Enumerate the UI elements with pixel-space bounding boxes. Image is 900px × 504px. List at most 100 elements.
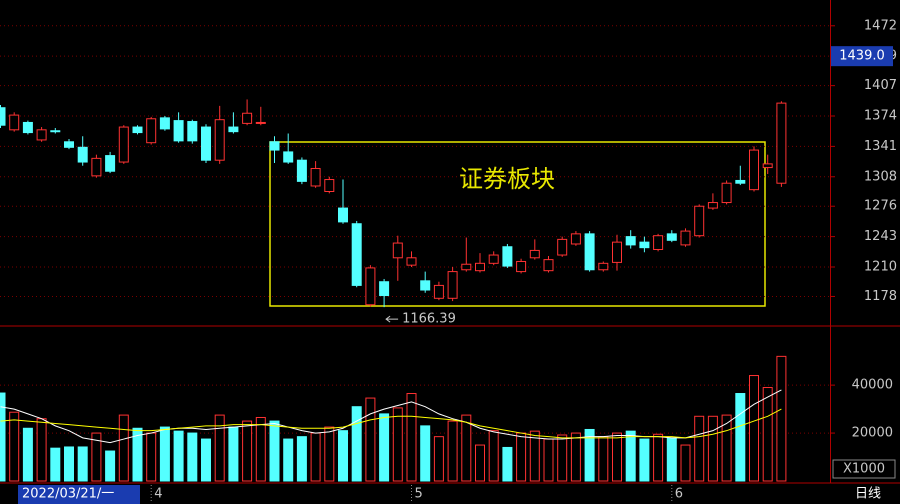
low-label: 1166.39 [402,312,456,327]
volume-bar [310,432,321,482]
volume-bar [255,416,266,482]
volume-bar [64,446,74,482]
candle-body [0,107,6,126]
candle-body [77,146,88,163]
candle-body [173,120,184,142]
candle-body [105,155,116,172]
candle-body [50,130,61,133]
volume-bar [105,450,116,482]
volume-bar [91,432,102,482]
volume-bar [50,447,61,482]
y-tick-label: 1374 [864,109,897,124]
y-tick-label: 1178 [864,289,897,304]
candle-body [612,241,622,263]
volume-bar [392,407,403,482]
volume-bar [502,446,513,482]
volume-bar [324,426,335,482]
volume-bar [584,428,595,482]
volume-bar [0,392,6,482]
y-tick-label: 1505 [864,0,897,3]
volume-bar [735,393,746,482]
candle-body [598,262,609,271]
volume-bar [269,420,280,482]
x-tick-label: 4 [154,487,162,502]
highlight-box [269,141,766,307]
volume-bar [420,425,431,482]
date-cursor-box [18,485,140,504]
candle-body [91,157,102,177]
date-cursor: 2022/03/21/一 [22,487,114,502]
candle-body [324,179,335,193]
candle-body [570,233,581,245]
volume-bar [666,437,677,482]
moving-average [0,408,782,439]
volume-bar [488,430,499,482]
candle-body [201,126,211,161]
candle-body [557,238,568,256]
candle-body [379,281,390,297]
volume-bar [680,444,691,482]
volume-bar [338,430,348,482]
volume-bar [776,355,787,482]
volume-bar [653,433,664,482]
candle-body [338,207,348,223]
volume-bar [296,436,307,482]
current-price: 1439.0 [839,49,885,64]
volume-bar [36,418,47,482]
y-tick-label: 1472 [864,18,897,33]
candle-body [666,233,677,241]
candle-body [351,223,362,286]
candle-body [639,241,650,249]
candle-body [653,235,664,251]
y-tick-label: 1407 [864,78,897,93]
volume-bar [461,414,472,482]
candle-body [118,126,129,163]
x-tick-label: 5 [415,487,423,502]
candle-body [365,267,376,306]
candle-body [159,117,170,130]
y-tick-label: 1276 [864,199,897,214]
candle-body [9,114,20,131]
volume-bar [543,438,554,482]
volume-bar [529,430,540,482]
candle-body [529,249,540,259]
candle-body [296,159,307,182]
unit-label: X1000 [843,462,885,477]
candle-body [447,271,458,299]
candle-body [228,126,239,133]
y-tick-label: 1341 [864,139,897,154]
y-tick-label: 20000 [852,426,893,441]
candle-body [269,141,280,151]
volume-bar [612,432,622,482]
volume-bar [694,415,705,482]
candle-body [283,151,294,163]
unit-box [832,459,896,479]
candle-body [132,126,143,134]
volume-bar [146,432,157,482]
candle-body [187,121,198,142]
volume-bar [283,438,294,482]
candle-body [310,167,321,187]
volume-bar [187,432,198,482]
candle-body [721,182,732,204]
volume-bar [570,432,581,482]
volume-bar [201,438,211,482]
volume-bar [639,438,650,482]
candle-body [242,112,253,124]
period[interactable]: 日线 [855,487,881,502]
annotation: 证券板块 [459,165,555,193]
candle-body [749,149,759,191]
candle-body [762,163,773,169]
volume-bar [749,375,759,482]
current-price-box [831,46,893,67]
y-tick-label: 40000 [852,378,893,393]
volume-bar [77,446,88,482]
volume-bar [365,397,376,482]
volume-bar [516,432,527,482]
volume-bar [228,426,239,482]
volume-bar [22,427,33,482]
candle-body [516,260,527,273]
candle-body [36,129,47,141]
volume-bar [475,444,485,482]
volume-bar [433,436,444,482]
